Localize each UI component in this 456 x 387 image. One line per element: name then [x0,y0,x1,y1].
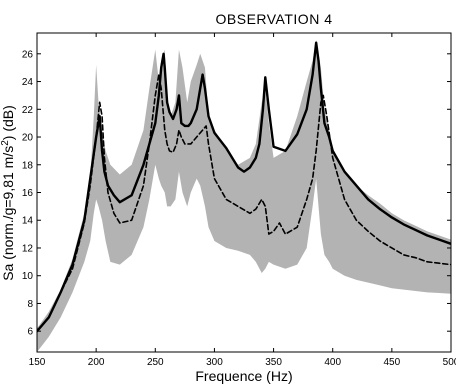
x-tick-label: 250 [147,357,164,368]
y-tick-label: 22 [22,105,34,116]
x-axis-label: Frequence (Hz) [195,368,292,384]
y-axis-label-tail: ) (dB) [0,105,16,140]
y-tick-label: 18 [22,160,34,171]
y-tick-label: 24 [22,77,34,88]
x-axis: 150 200 250 300 350 400 450 500 [29,33,456,368]
y-tick-label: 10 [22,271,34,282]
y-axis-label: Sa (norm./g=9,81 m/s2) (dB) [0,105,16,281]
envelope-band [37,39,451,352]
y-tick-label: 14 [22,216,34,227]
y-tick-label: 26 [22,49,34,60]
x-tick-label: 300 [206,357,223,368]
x-tick-label: 150 [29,357,46,368]
y-tick-label: 6 [27,327,33,338]
y-tick-label: 12 [22,243,34,254]
series-line-1-solid [37,41,451,333]
y-axis-label-superscript: 2 [0,140,11,146]
x-tick-label: 200 [88,357,105,368]
y-tick-label: 16 [22,188,34,199]
y-tick-label: 20 [22,133,34,144]
x-tick-label: 450 [384,357,401,368]
x-tick-label: 350 [265,357,282,368]
y-axis-label-main: Sa (norm./g=9,81 m/s [0,146,16,281]
x-tick-label: 500 [443,357,456,368]
y-axis: 6 8 10 12 14 16 18 20 22 24 26 [22,49,451,338]
x-tick-label: 400 [324,357,341,368]
data-layer [37,39,451,352]
chart-title: OBSERVATION 4 [216,11,333,27]
series-line-2-dashed [37,73,451,333]
y-tick-label: 8 [27,299,33,310]
